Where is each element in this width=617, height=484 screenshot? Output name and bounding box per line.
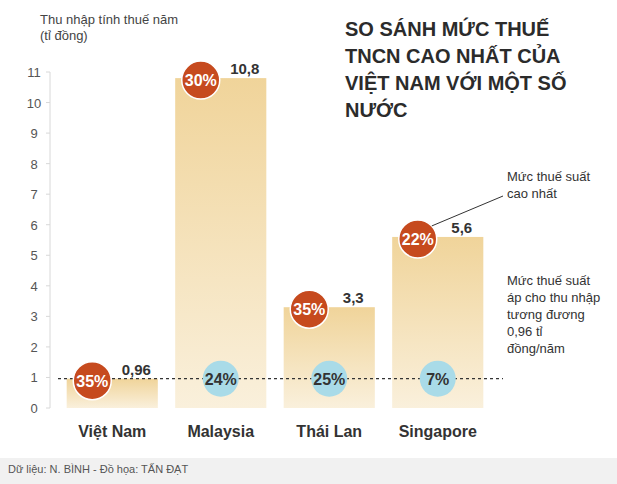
- y-tick-label: 9: [30, 126, 37, 141]
- y-tick-label: 1: [30, 370, 37, 385]
- max-rate-label: 30%: [185, 72, 217, 89]
- bars: [67, 78, 484, 408]
- y-tick: [46, 346, 50, 347]
- source-band: [0, 458, 617, 484]
- y-tick-label: 7: [30, 187, 37, 202]
- y-tick: [46, 133, 50, 134]
- source: Dữ liệu: N. BÌNH - Đồ họa: TẤN ĐẠT: [8, 463, 188, 475]
- y-tick: [46, 255, 50, 256]
- y-tick: [46, 316, 50, 317]
- y-tick-label: 4: [30, 279, 37, 294]
- reference-rate-label: 24%: [205, 371, 237, 388]
- y-tick: [46, 408, 50, 409]
- y-tick-label: 8: [30, 157, 37, 172]
- annotation: Mức thuế suất cao nhất: [507, 168, 603, 202]
- x-tick-label: Thái Lan: [296, 423, 362, 440]
- annotation: Mức thuế suất áp cho thu nhập tương đươn…: [507, 272, 603, 357]
- reference-rate-label: 7%: [426, 371, 449, 388]
- max-rate-circle: [73, 362, 111, 400]
- reference-rate-circle: [420, 361, 456, 397]
- y-axis-label: Thu nhập tính thuế năm (tỉ đồng): [40, 12, 190, 44]
- reference-rate-label: 25%: [313, 371, 345, 388]
- max-rate-circle: [290, 290, 328, 328]
- y-tick: [46, 102, 50, 103]
- reference-rate-circle: [311, 361, 347, 397]
- max-rate-label: 35%: [293, 301, 325, 318]
- y-tick-label: 10: [27, 96, 41, 111]
- y-tick-label: 3: [30, 309, 37, 324]
- y-tick: [46, 163, 50, 164]
- bar: [175, 78, 266, 408]
- x-tick-label: Việt Nam: [78, 423, 146, 440]
- data-label: 10,8: [230, 60, 259, 77]
- max-rate-label: 22%: [402, 231, 434, 248]
- annotation-connector: [432, 196, 503, 226]
- y-tick: [46, 285, 50, 286]
- y-tick-label: 2: [30, 340, 37, 355]
- data-label: 3,3: [343, 289, 364, 306]
- y-tick-label: 6: [30, 218, 37, 233]
- max-rate-circle: [182, 61, 220, 99]
- y-tick: [46, 377, 50, 378]
- y-tick-label: 5: [30, 248, 37, 263]
- data-label: 5,6: [451, 219, 472, 236]
- max-rate-circle: [399, 220, 437, 258]
- y-tick: [46, 194, 50, 195]
- max-rate-label: 35%: [76, 373, 108, 390]
- x-tick-label: Malaysia: [187, 423, 254, 440]
- y-tick-label: 11: [27, 65, 41, 80]
- y-tick: [46, 224, 50, 225]
- y-tick: [46, 72, 50, 73]
- x-tick-label: Singapore: [399, 423, 477, 440]
- data-label: 0,96: [122, 361, 151, 378]
- y-axis: [50, 72, 51, 408]
- title: SO SÁNH MỨC THUẾ TNCN CAO NHẤT CỦA VIỆT …: [345, 16, 607, 124]
- bar: [392, 237, 483, 408]
- reference-rate-circle: [203, 361, 239, 397]
- y-tick-label: 0: [30, 401, 37, 416]
